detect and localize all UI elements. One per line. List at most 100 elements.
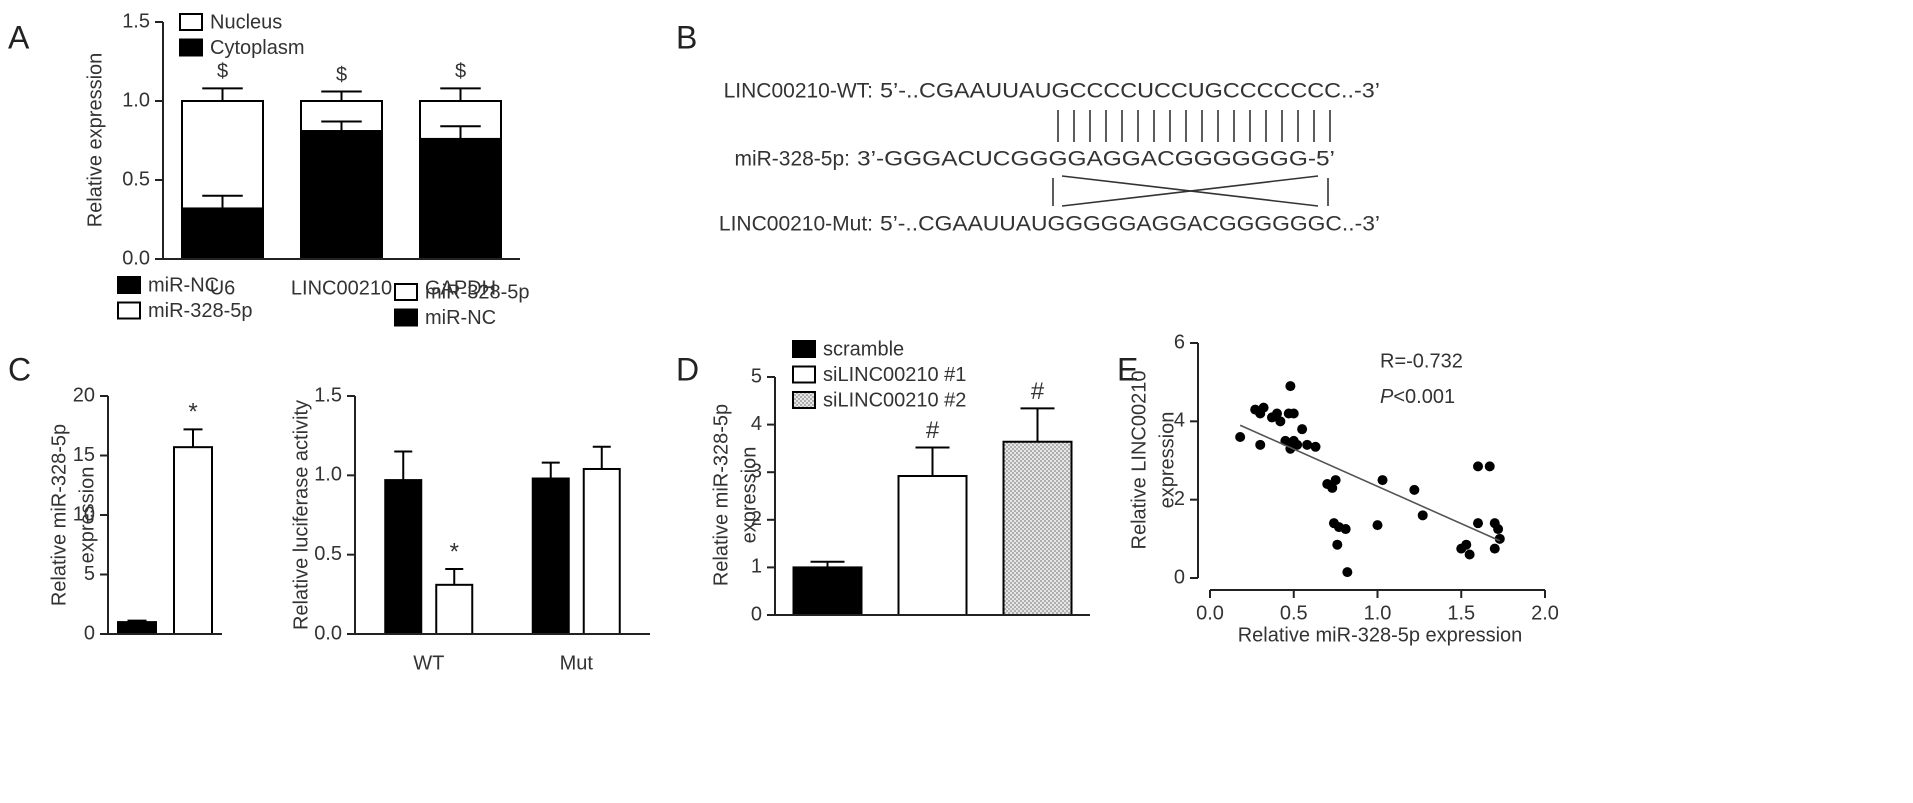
x-tick-label: U6 [210,277,236,299]
panel-label: B [676,19,697,55]
point [1235,432,1246,442]
point [1473,518,1483,529]
point [1473,461,1483,472]
x-tick-label: Mut [560,652,594,674]
bar [1002,440,1073,616]
y-tick-label: 0.5 [122,168,150,190]
y-tick-label: 6 [1174,331,1185,353]
legend-label: miR-328-5p [425,281,529,303]
bar [897,475,968,616]
sequence-name: LINC00210-WT: [724,80,873,103]
x-tick-label: 1.5 [1447,602,1475,624]
legend-label: siLINC00210 #1 [823,364,966,386]
bar-segment [300,130,383,261]
point [1484,461,1495,472]
point [1258,402,1269,413]
point [1285,381,1296,392]
x-tick-label: WT [413,652,444,674]
legend-label: scramble [823,338,904,360]
sequence-name: miR-328-5p: [734,148,850,171]
y-tick-label: 10 [73,503,95,525]
panel-label: A [8,19,30,55]
legend-swatch [117,301,141,320]
y-tick-label: 15 [73,444,95,466]
point [1340,524,1351,535]
point [1489,543,1500,554]
x-tick-label: 2.0 [1531,602,1559,624]
x-tick-label: 0.0 [1196,602,1224,624]
y-tick-label: 0.5 [314,543,342,565]
bar [792,566,863,617]
point [1297,424,1308,435]
x-tick-label: GAPDH [425,277,496,299]
y-tick-label: 2 [1174,488,1185,510]
point [1275,416,1286,427]
y-tick-label: 4 [1174,410,1185,432]
sequence-name: LINC00210-Mut: [719,213,873,236]
legend-label: siLINC00210 #2 [823,389,966,411]
y-axis-label: expression [738,447,760,544]
y-tick-label: 3 [751,460,762,482]
y-tick-label: 20 [73,384,95,406]
x-axis-label: Relative miR-328-5p expression [1238,624,1523,646]
annotation: $ [336,64,347,86]
point [1464,549,1475,560]
annotation: $ [455,61,466,83]
point [1493,524,1504,535]
y-tick-label: 0 [751,603,762,625]
y-axis-label: Relative luciferase activity [290,400,312,630]
panel-label: E [1117,351,1138,387]
y-axis-label: Relative expression [84,53,106,228]
legend-swatch [792,340,816,358]
annotation: # [1031,378,1045,405]
y-axis-label: expression [76,467,98,564]
legend-swatch [179,38,203,57]
bar [173,446,213,636]
point [1292,439,1303,450]
legend-swatch [792,391,816,409]
annotation: $ [217,61,228,83]
sequence: 5’-..CGAAUUAUGCCCCUCCUGCCCCCCC..-3’ [880,80,1380,103]
x-tick-label: 1.0 [1364,602,1392,624]
legend-swatch [117,276,141,294]
x-tick-label: 0.5 [1280,602,1308,624]
panel-label: C [8,351,31,387]
y-tick-label: 4 [751,413,762,435]
panel-label: D [676,351,699,387]
legend-label: miR-NC [425,307,496,329]
point [1330,475,1341,486]
point [1417,510,1428,521]
bar-segment [419,137,502,260]
point [1255,439,1266,450]
annotation: * [450,538,459,565]
bar [582,467,621,635]
y-axis-label: Relative miR-328-5p [48,424,70,606]
legend-swatch [179,13,203,31]
y-tick-label: 1.5 [314,384,342,406]
point [1272,408,1282,419]
y-tick-label: 5 [751,365,762,387]
annotation: # [926,417,940,444]
y-tick-label: 0 [84,622,95,644]
base-pair-lines [1052,110,1331,207]
sequence: 5’-..CGAAUUAUGGGGGAGGACGGGGGGC..-3’ [880,213,1380,236]
legend-label: Cytoplasm [210,37,304,59]
bar [384,479,423,635]
point [1377,475,1388,486]
point [1342,567,1353,578]
y-axis-label: expression [1156,412,1178,509]
y-axis-label: Relative LINC00210 [1128,371,1150,550]
y-tick-label: 2 [751,508,762,530]
legend-label: Nucleus [210,11,282,33]
x-tick-label: LINC00210 [291,277,392,299]
bar [531,477,570,635]
point [1327,482,1338,493]
y-tick-label: 0 [1174,566,1185,588]
legend-label: miR-NC [148,274,219,296]
y-axis-label: Relative miR-328-5p [710,404,732,586]
sequence: 3’-GGGACUCGGGGAGGACGGGGGGG-5’ [857,148,1335,171]
bar-segment [181,207,264,261]
point [1372,520,1383,531]
